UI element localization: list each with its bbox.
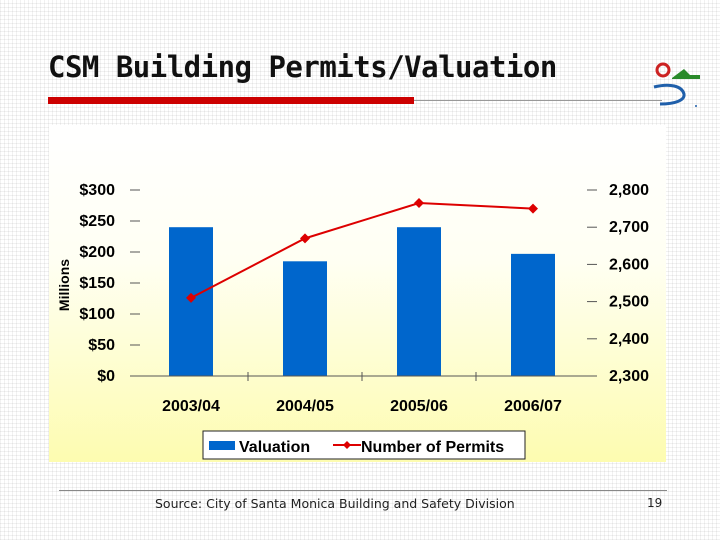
y-right-tick-label: 2,600 xyxy=(609,256,649,273)
chart-panel: $0 $50 $100 $150 $200 $250 $300 2,300 2,400 2,50… xyxy=(49,125,666,462)
logo-red-circle xyxy=(655,62,671,78)
footer-rule xyxy=(59,490,667,491)
chart-legend: Valuation Number of Permits xyxy=(202,430,526,460)
legend-label-permits: Number of Permits xyxy=(361,439,504,456)
y-left-tick-label: $150 xyxy=(79,275,115,292)
bar-valuation-2006/07 xyxy=(511,253,555,376)
y-right-tick-label: 2,800 xyxy=(609,182,649,199)
bar-valuation-2004/05 xyxy=(283,261,327,376)
y-left-tick-label: $300 xyxy=(79,182,115,199)
marker-permits-2005/06 xyxy=(414,198,424,209)
y-left-tick-label: $50 xyxy=(88,337,115,354)
slide-title: CSM Building Permits/Valuation xyxy=(48,50,557,84)
page-number: 19 xyxy=(647,496,663,510)
marker-permits-2004/05 xyxy=(300,233,310,244)
combo-chart: $0 $50 $100 $150 $200 $250 $300 2,300 2,400 2,50… xyxy=(56,182,649,460)
y-right-tick-label: 2,300 xyxy=(609,368,649,385)
city-logo-icon xyxy=(653,62,700,107)
y-left-tick-label: $0 xyxy=(97,368,115,385)
legend-swatch-permits-marker xyxy=(343,441,351,449)
y-left-tick-label: $100 xyxy=(79,306,115,323)
y-axis-title-left: Millions xyxy=(56,259,72,311)
logo-green-shape xyxy=(672,69,700,79)
x-tick-label: 2006/07 xyxy=(504,398,562,415)
y-left-tick-label: $200 xyxy=(79,244,115,261)
x-tick-label: 2004/05 xyxy=(276,398,334,415)
y-right-tick-label: 2,400 xyxy=(609,331,649,348)
title-rule xyxy=(414,100,662,101)
marker-permits-2006/07 xyxy=(528,203,538,214)
legend-swatch-valuation xyxy=(209,441,235,450)
title-underline xyxy=(48,97,414,104)
logo-blue-wave xyxy=(653,83,686,106)
marker-permits-2003/04 xyxy=(186,292,196,303)
source-note: Source: City of Santa Monica Building an… xyxy=(155,496,515,511)
x-tick-label: 2005/06 xyxy=(390,398,448,415)
line-permits xyxy=(190,202,534,299)
logo-dot xyxy=(695,105,697,107)
legend-label-valuation: Valuation xyxy=(239,439,310,456)
legend-box xyxy=(202,430,526,460)
x-tick-label: 2003/04 xyxy=(162,398,220,415)
bar-valuation-2005/06 xyxy=(397,227,441,376)
y-right-tick-label: 2,500 xyxy=(609,294,649,311)
y-right-tick-label: 2,700 xyxy=(609,219,649,236)
y-left-tick-label: $250 xyxy=(79,213,115,230)
